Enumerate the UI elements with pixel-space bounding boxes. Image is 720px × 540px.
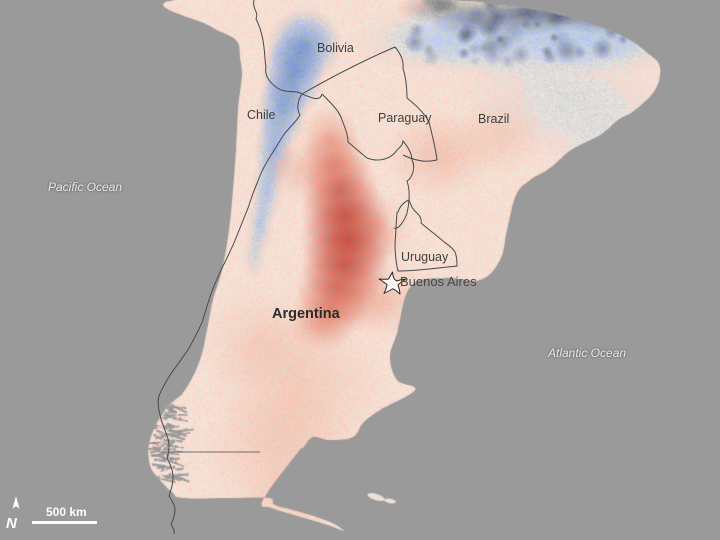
- svg-text:Pacific Ocean: Pacific Ocean: [48, 180, 122, 194]
- svg-text:Buenos Aires: Buenos Aires: [400, 274, 477, 289]
- svg-text:Chile: Chile: [247, 108, 276, 122]
- svg-text:Bolivia: Bolivia: [317, 41, 354, 55]
- svg-text:Paraguay: Paraguay: [378, 111, 432, 125]
- svg-text:N: N: [6, 515, 18, 532]
- svg-text:Argentina: Argentina: [272, 306, 341, 322]
- svg-text:500 km: 500 km: [46, 505, 87, 519]
- svg-text:Brazil: Brazil: [478, 112, 509, 126]
- svg-text:Atlantic Ocean: Atlantic Ocean: [547, 346, 626, 360]
- svg-text:Uruguay: Uruguay: [401, 250, 449, 264]
